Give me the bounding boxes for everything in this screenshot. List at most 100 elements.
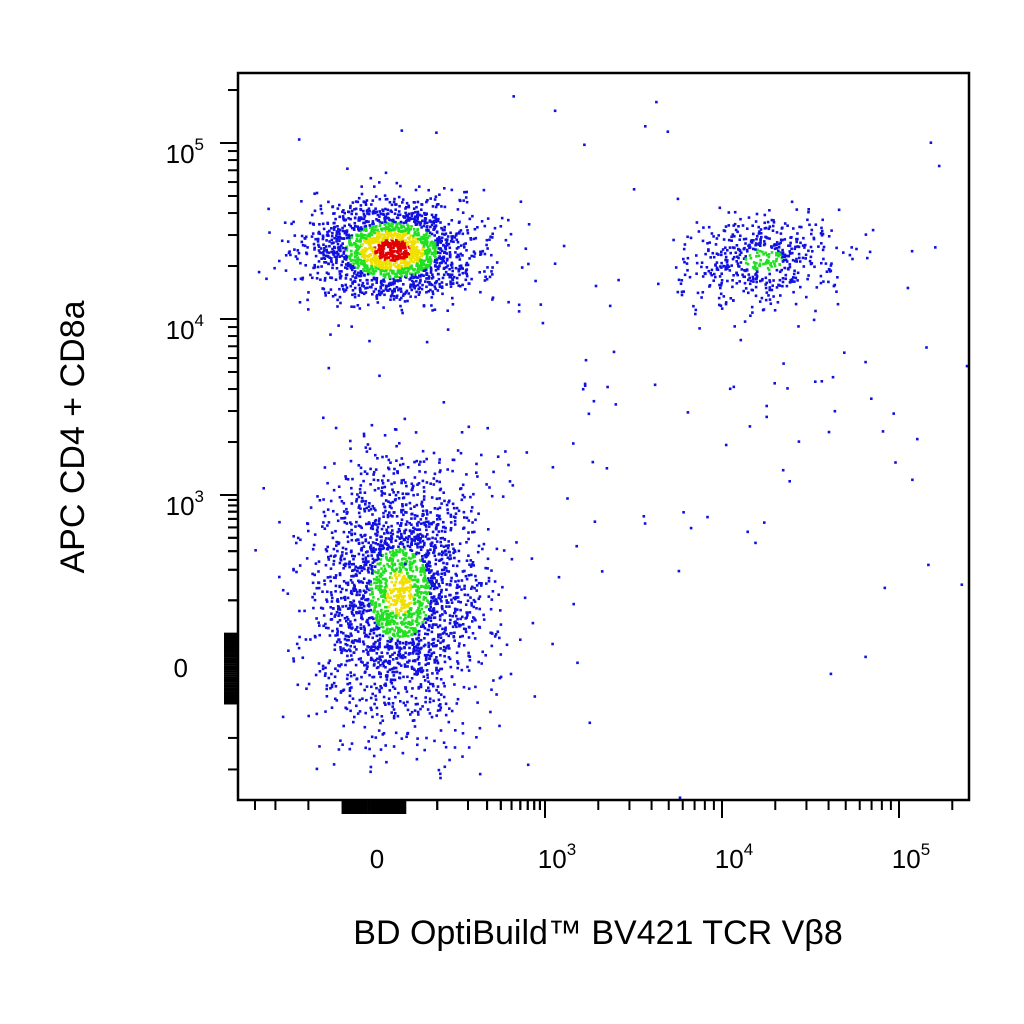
event-dot-population-2	[369, 507, 373, 511]
event-dot-population-2	[348, 623, 351, 626]
event-dot-population-1	[409, 286, 412, 289]
event-dot-population-1	[413, 250, 416, 254]
event-dot-population-1	[371, 293, 374, 296]
event-dot-population-3	[712, 255, 716, 259]
event-dot-population-2	[439, 487, 443, 491]
event-dot-population-2	[470, 601, 473, 605]
event-dot-population-1	[392, 220, 396, 223]
event-dot-population-2	[370, 708, 373, 712]
event-dot-population-1	[434, 213, 438, 217]
event-dot-population-3	[785, 284, 789, 288]
event-dot-population-3	[783, 253, 787, 257]
event-dot-population-1	[374, 240, 378, 244]
event-dot-population-1	[370, 261, 373, 264]
event-dot-population-2	[350, 602, 354, 605]
event-dot-population-2	[373, 702, 376, 706]
event-dot-population-2	[453, 611, 456, 615]
event-dot-population-1	[462, 243, 466, 246]
event-dot-population-1	[402, 225, 405, 229]
event-dot-population-2	[406, 572, 409, 575]
event-dot-population-3	[672, 238, 675, 242]
event-dot-population-1	[362, 285, 366, 288]
event-dot-population-2	[356, 630, 360, 633]
event-dot-population-2	[439, 667, 442, 671]
event-dot-population-1	[346, 261, 350, 265]
event-dot-population-2	[334, 697, 337, 701]
event-dot-population-1	[336, 252, 340, 255]
event-dot-population-1	[392, 200, 396, 204]
event-dot-population-3	[749, 256, 753, 260]
event-dot-population-2	[340, 517, 343, 520]
event-dot-population-1	[458, 220, 461, 224]
event-dot-population-2	[400, 571, 403, 574]
event-dot-population-1	[389, 230, 393, 234]
event-dot-population-1	[423, 259, 426, 263]
event-dot-population-2	[366, 597, 370, 601]
event-dot-population-1	[378, 293, 382, 297]
event-dot-population-1	[389, 228, 393, 232]
event-dot-population-2	[443, 619, 446, 622]
event-dot-population-1	[357, 229, 361, 232]
event-dot-population-2	[376, 555, 379, 558]
event-dot-population-1	[335, 255, 339, 258]
event-dot-population-1	[350, 252, 353, 256]
event-dot-population-1	[434, 256, 437, 259]
event-dot-population-2	[362, 577, 366, 580]
event-dot-population-1	[422, 224, 426, 228]
event-dot-population-3	[735, 282, 739, 285]
event-dot-population-1	[313, 192, 316, 195]
event-dot-population-2	[432, 611, 435, 614]
event-dot-population-2	[485, 483, 488, 486]
event-dot-population-2	[468, 563, 471, 566]
event-dot-population-2	[349, 620, 352, 623]
event-dot-population-2	[339, 590, 343, 594]
event-dot-population-2	[403, 417, 407, 421]
event-dot-population-1	[403, 252, 407, 256]
event-dot-population-1	[491, 296, 495, 299]
event-dot-population-3	[788, 265, 792, 269]
event-dot-population-2	[398, 594, 402, 598]
event-dot-population-2	[350, 486, 353, 490]
event-dot-population-1	[401, 271, 404, 275]
event-dot-population-3	[787, 254, 791, 258]
event-dot-population-1	[392, 250, 396, 253]
event-dot-population-2	[392, 622, 396, 625]
event-dot-population-1	[362, 221, 365, 225]
event-dot-population-2	[412, 595, 415, 599]
event-dot-population-1	[430, 251, 434, 255]
event-dot-population-3	[715, 252, 719, 255]
event-dot-population-2	[355, 677, 359, 680]
event-dot-population-2	[439, 693, 443, 696]
event-dot-population-2	[451, 502, 455, 506]
event-dot-population-2	[323, 579, 326, 582]
event-dot-population-2	[418, 558, 422, 562]
event-dot-population-1	[300, 240, 304, 244]
event-dot-population-1	[328, 256, 331, 259]
event-dot-population-1	[433, 285, 437, 288]
event-dot-population-2	[413, 668, 416, 672]
event-dot-population-1	[393, 295, 396, 298]
event-dot-population-2	[422, 498, 426, 501]
event-dot-population-2	[395, 515, 399, 518]
event-dot-population-1	[338, 215, 341, 219]
event-dot-population-2	[450, 598, 453, 602]
event-dot-population-2	[400, 518, 404, 521]
event-dot-population-2	[386, 558, 389, 562]
event-dot-population-1	[408, 257, 411, 260]
event-dot-population-1	[438, 238, 442, 241]
event-dot-population-1	[363, 225, 367, 229]
event-dot-population-2	[419, 566, 423, 570]
event-dot-population-1	[438, 282, 441, 286]
event-dot-population-2	[466, 614, 469, 617]
event-dot-population-2	[452, 506, 456, 510]
event-dot-population-2	[426, 628, 430, 632]
event-dot-population-1	[456, 208, 460, 211]
event-dot-population-2	[322, 521, 325, 524]
event-dot-population-1	[391, 269, 395, 273]
event-dot-population-2	[386, 548, 390, 551]
event-dot-population-2	[391, 500, 395, 504]
event-dot-population-2	[368, 593, 372, 596]
event-dot-population-2	[342, 688, 346, 692]
event-dot-population-2	[453, 519, 457, 523]
event-dot-population-2	[448, 557, 451, 561]
